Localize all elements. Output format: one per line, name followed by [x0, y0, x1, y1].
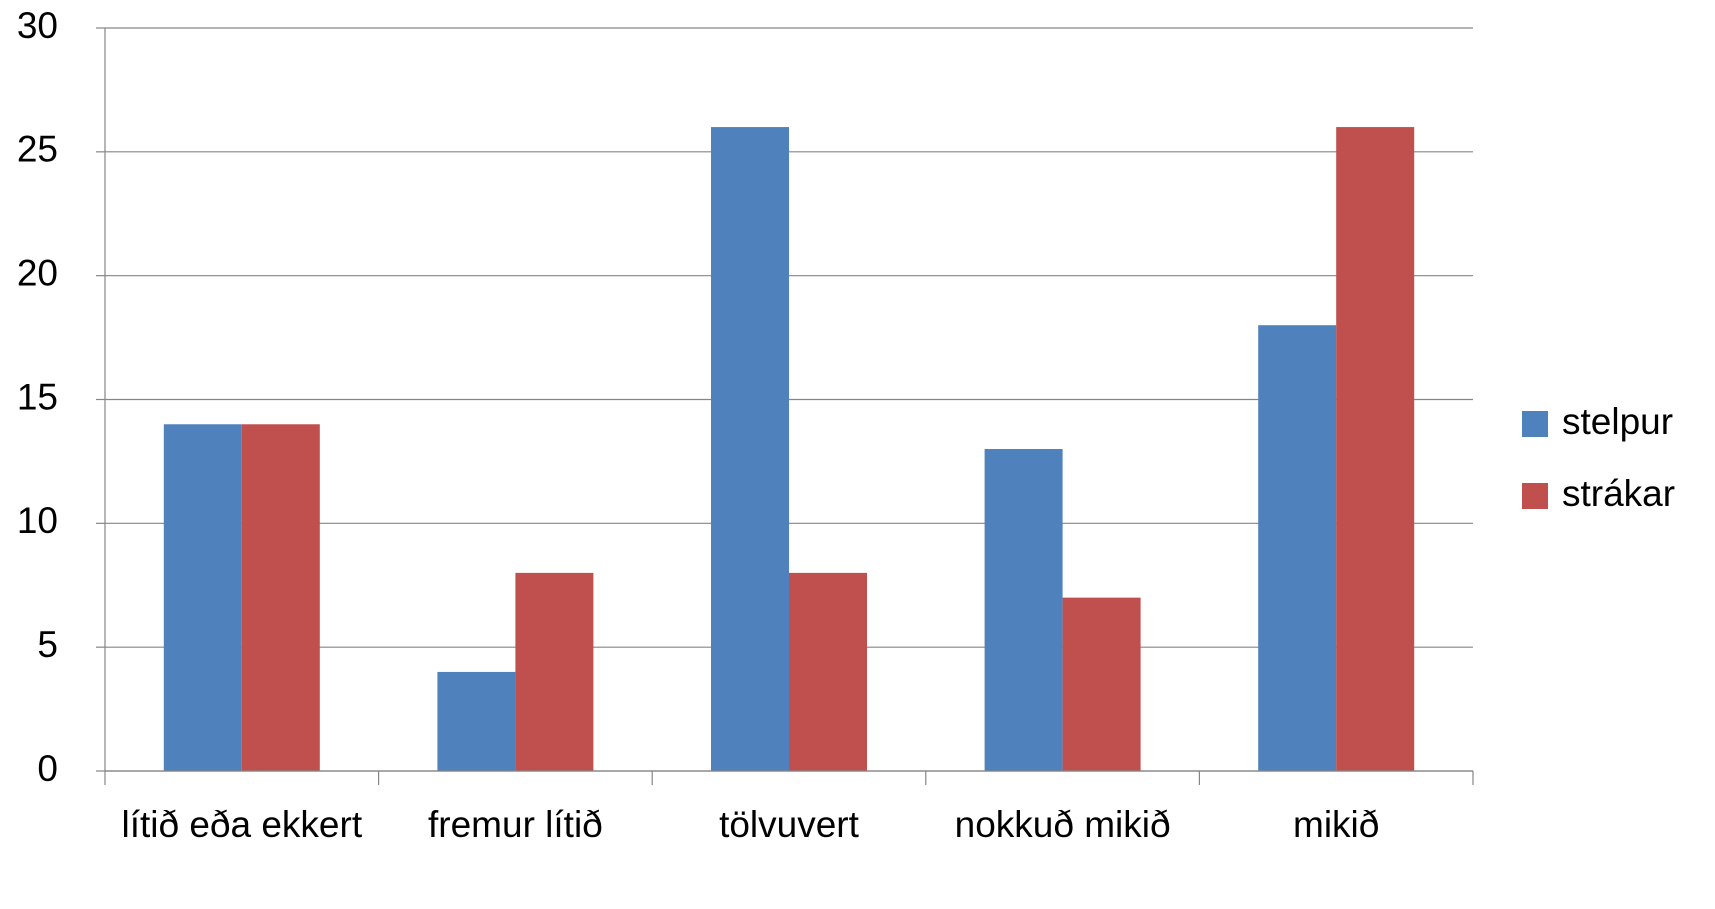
bar: [789, 572, 867, 771]
bar: [163, 424, 242, 771]
x-tick-label: mikið: [1293, 804, 1380, 845]
y-tick-label: 25: [17, 129, 58, 170]
y-tick-label: 30: [17, 5, 58, 46]
y-tick-label: 5: [37, 624, 58, 665]
bar: [984, 449, 1063, 771]
y-tick-label: 10: [17, 500, 58, 541]
bar: [1258, 325, 1337, 771]
x-tick-label: lítið eða ekkert: [121, 804, 363, 845]
legend-label: stelpur: [1562, 401, 1673, 442]
legend-swatch: [1522, 411, 1548, 437]
bar: [711, 127, 789, 772]
bar: [241, 424, 320, 771]
y-tick-label: 15: [17, 376, 58, 417]
bar: [1336, 127, 1415, 772]
legend-swatch: [1522, 483, 1548, 509]
y-tick-label: 0: [37, 748, 58, 789]
legend-label: strákar: [1562, 473, 1675, 514]
y-tick-label: 20: [17, 252, 58, 293]
bar: [515, 572, 594, 771]
x-tick-label: nokkuð mikið: [954, 804, 1171, 845]
bar: [437, 671, 516, 771]
x-tick-label: fremur lítið: [428, 804, 603, 845]
x-tick-label: tölvuvert: [719, 804, 859, 845]
bar: [1062, 597, 1141, 771]
